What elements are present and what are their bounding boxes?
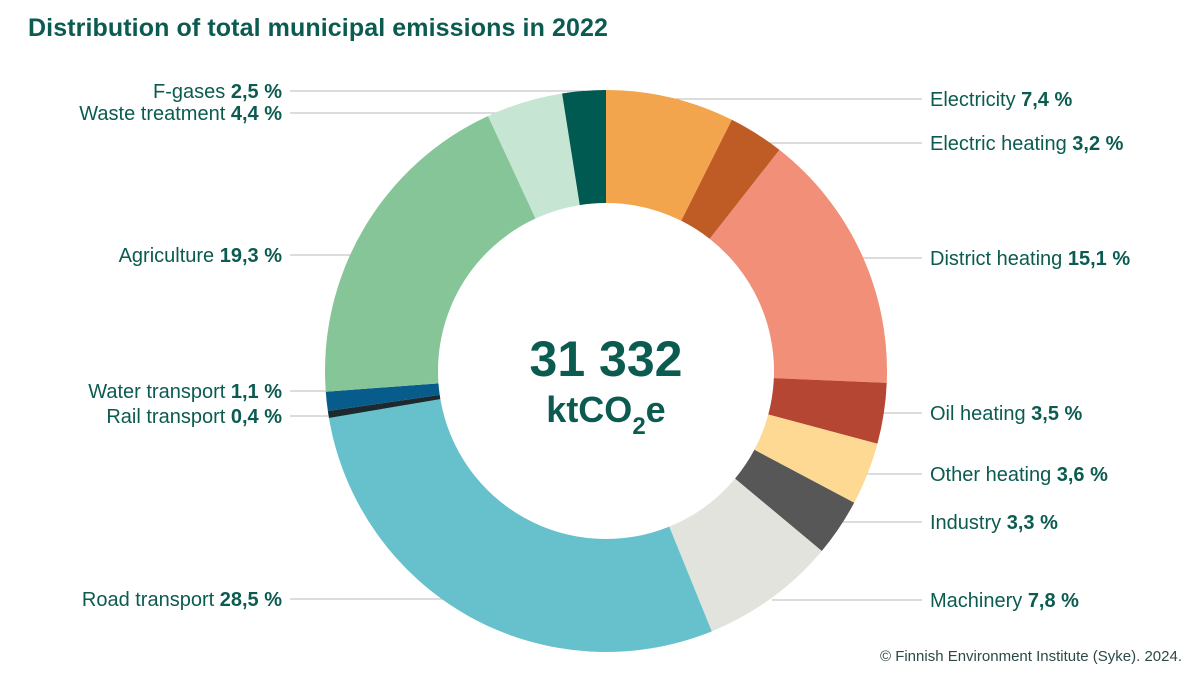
label-name: Water transport [88, 381, 231, 403]
slice-agriculture [325, 115, 536, 392]
slice-rail-transport [327, 394, 441, 418]
slice-electricity [606, 90, 732, 221]
label-industry: Industry 3,3 % [930, 512, 1058, 534]
label-value: 1,1 % [231, 381, 282, 403]
slice-machinery [669, 478, 822, 632]
label-name: Other heating [930, 464, 1057, 486]
label-value: 3,5 % [1031, 403, 1082, 425]
label-f-gases: F-gases 2,5 % [153, 81, 282, 103]
slice-oil-heating [768, 378, 887, 444]
center-unit-suffix: e [646, 389, 666, 430]
label-district-heating: District heating 15,1 % [930, 248, 1130, 270]
donut-slices [325, 90, 887, 652]
label-value: 0,4 % [231, 406, 282, 428]
label-name: Road transport [82, 589, 220, 611]
source-credit: © Finnish Environment Institute (Syke). … [879, 648, 1182, 665]
label-water-transport: Water transport 1,1 % [88, 381, 282, 403]
slice-road-transport [328, 399, 712, 652]
center-unit-subscript: 2 [632, 413, 645, 440]
label-name: Rail transport [106, 406, 231, 428]
slice-f-gases [562, 90, 606, 206]
label-name: Waste treatment [79, 103, 231, 125]
label-value: 3,6 % [1057, 464, 1108, 486]
slice-waste-treatment [488, 93, 580, 219]
label-value: 28,5 % [220, 589, 282, 611]
center-unit-main: ktCO [546, 389, 632, 430]
label-name: Industry [930, 512, 1007, 534]
label-value: 7,8 % [1028, 590, 1079, 612]
label-name: Machinery [930, 590, 1028, 612]
slice-water-transport [325, 383, 440, 411]
label-value: 3,2 % [1072, 133, 1123, 155]
label-road-transport: Road transport 28,5 % [82, 589, 282, 611]
slice-labels: Electricity 7,4 % Electric heating 3,2 % D… [79, 81, 1130, 612]
label-value: 19,3 % [220, 245, 282, 267]
label-name: District heating [930, 248, 1068, 270]
slice-electric-heating [681, 119, 780, 239]
label-value: 2,5 % [231, 81, 282, 103]
label-value: 4,4 % [231, 103, 282, 125]
center-total-group: 31 332 ktCO2e [530, 331, 683, 440]
chart-title: Distribution of total municipal emission… [28, 14, 608, 42]
label-value: 3,3 % [1007, 512, 1058, 534]
label-oil-heating: Oil heating 3,5 % [930, 403, 1083, 425]
label-waste-treatment: Waste treatment 4,4 % [79, 103, 282, 125]
label-machinery: Machinery 7,8 % [930, 590, 1079, 612]
label-name: F-gases [153, 81, 231, 103]
label-name: Agriculture [119, 245, 220, 267]
center-total: 31 332 [530, 331, 683, 387]
label-agriculture: Agriculture 19,3 % [119, 245, 283, 267]
label-electricity: Electricity 7,4 % [930, 89, 1072, 111]
label-electric-heating: Electric heating 3,2 % [930, 133, 1124, 155]
label-value: 7,4 % [1021, 89, 1072, 111]
slice-district-heating [709, 149, 887, 383]
slice-industry [735, 449, 855, 551]
label-name: Electricity [930, 89, 1021, 111]
label-rail-transport: Rail transport 0,4 % [106, 406, 282, 428]
center-unit: ktCO2e [546, 389, 665, 440]
label-other-heating: Other heating 3,6 % [930, 464, 1108, 486]
label-name: Oil heating [930, 403, 1031, 425]
label-name: Electric heating [930, 133, 1072, 155]
leader-lines [290, 90, 922, 601]
label-value: 15,1 % [1068, 248, 1130, 270]
slice-other-heating [754, 414, 878, 503]
